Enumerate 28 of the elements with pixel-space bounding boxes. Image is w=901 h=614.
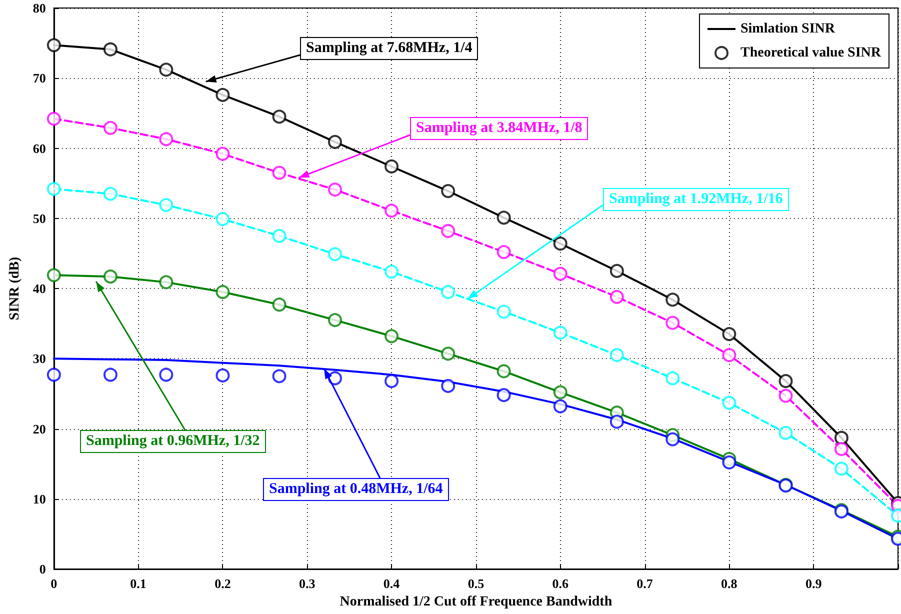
x-tick-label: 0.1	[130, 576, 146, 591]
y-tick-label: 30	[32, 351, 46, 366]
y-tick-label: 10	[32, 491, 46, 506]
y-tick-label: 60	[32, 140, 46, 156]
x-tick-label: 0.7	[636, 576, 654, 591]
x-tick-label: 0.9	[805, 576, 822, 591]
y-tick-label: 50	[32, 210, 46, 226]
x-tick-label: 0.8	[721, 576, 738, 591]
y-tick-label: 0	[39, 562, 46, 576]
x-axis-title: Normalised 1/2 Cut off Frequence Bandwidth	[340, 594, 612, 610]
x-tick-label: 0.2	[214, 576, 231, 591]
x-tick-label: 0.3	[299, 576, 316, 591]
x-tick-label: 0.6	[552, 576, 569, 591]
y-tick-label: 20	[32, 421, 46, 436]
y-tick-label: 40	[32, 281, 46, 296]
y-axis-title: SINR (dB)	[8, 256, 22, 320]
x-tick-label: 0.4	[383, 576, 400, 591]
annotation: Sampling at 7.68MHz, 1/4	[300, 37, 478, 60]
annotation: Sampling at 0.96MHz, 1/32	[80, 430, 266, 453]
legend-label: Theoretical value SINR	[740, 46, 882, 60]
annotation: Sampling at 3.84MHz, 1/8	[410, 117, 588, 140]
x-tick-label: 0	[50, 576, 58, 591]
annotation: Sampling at 1.92MHz, 1/16	[603, 188, 789, 211]
y-tick-label: 80	[32, 0, 46, 16]
x-tick-label: 0.5	[468, 576, 485, 591]
y-tick-label: 70	[32, 70, 46, 86]
annotation: Sampling at 0.48MHz, 1/64	[263, 478, 449, 501]
legend-label: Simlation SINR	[740, 22, 836, 36]
